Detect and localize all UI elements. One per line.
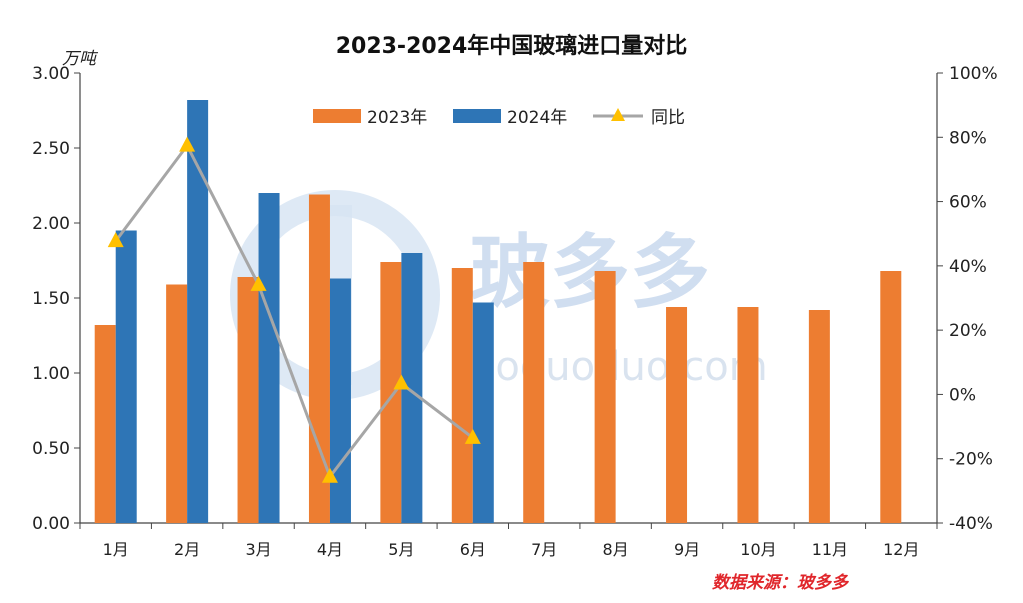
bar-2023年-5月	[380, 262, 402, 523]
bar-2023年-10月	[737, 307, 759, 523]
yoy-marker	[250, 275, 267, 291]
x-tick-label: 1月	[103, 540, 129, 559]
x-tick-label: 8月	[603, 540, 629, 559]
legend-swatch-2023年	[313, 109, 361, 123]
y2-tick-label: 20%	[949, 321, 987, 341]
y2-tick-label: 60%	[949, 193, 987, 213]
yoy-marker	[321, 467, 338, 483]
bar-2023年-4月	[308, 194, 330, 523]
bar-2024年-3月	[258, 193, 280, 523]
y-tick-label: 0.50	[32, 439, 70, 459]
watermark-url: boduoduo.com	[470, 344, 768, 390]
x-tick-label: 5月	[388, 540, 414, 559]
y-tick-label: 1.00	[32, 364, 70, 384]
x-tick-label: 9月	[674, 540, 700, 559]
bar-2024年-6月	[472, 302, 494, 523]
legend: 2023年 2024年 同比	[313, 108, 685, 128]
x-tick-label: 11月	[812, 540, 848, 559]
bar-2024年-4月	[329, 278, 351, 523]
bar-2024年-1月	[115, 230, 137, 523]
bar-2023年-7月	[523, 262, 545, 523]
x-tick-label: 12月	[883, 540, 919, 559]
legend-marker-swatch	[611, 108, 625, 121]
y2-tick-label: 80%	[949, 128, 987, 148]
watermark: 玻多多 boduoduo.com	[230, 190, 768, 400]
yoy-marker	[179, 136, 196, 152]
bar-2023年-6月	[451, 268, 473, 523]
yoy-marker	[464, 428, 481, 444]
y2-tick-label: 100%	[949, 64, 998, 84]
yoy-marker	[393, 374, 410, 390]
y-tick-label: 1.50	[32, 289, 70, 309]
bar-2024年-5月	[401, 253, 423, 523]
yoy-marker	[107, 232, 124, 248]
y2-tick-label: 0%	[949, 385, 976, 405]
x-tick-label: 2月	[174, 540, 200, 559]
legend-label: 2024年	[507, 108, 567, 128]
y2-tick-label: -40%	[949, 514, 993, 534]
y2-tick-label: 40%	[949, 257, 987, 277]
y-axis-unit-label: 万吨	[62, 49, 96, 69]
chart-title: 2023-2024年中国玻璃进口量对比	[335, 34, 688, 59]
legend-label: 2023年	[367, 108, 427, 128]
x-tick-label: 6月	[460, 540, 486, 559]
x-tick-label: 4月	[317, 540, 343, 559]
y2-tick-label: -20%	[949, 450, 993, 470]
bar-2023年-11月	[808, 310, 830, 523]
y-tick-label: 2.50	[32, 139, 70, 159]
legend-swatch-2024年	[453, 109, 501, 123]
watermark-logo-text: 玻多多	[470, 226, 710, 319]
legend-label: 同比	[651, 108, 685, 128]
y-tick-label: 0.00	[32, 514, 70, 534]
yoy-line-series	[107, 136, 481, 483]
bar-series	[94, 100, 902, 523]
bar-2023年-8月	[594, 271, 616, 523]
data-source-note: 数据来源：玻多多	[712, 573, 848, 593]
bar-2024年-2月	[187, 100, 209, 523]
bar-2023年-3月	[237, 277, 259, 523]
bar-2023年-1月	[94, 325, 116, 523]
x-tick-label: 7月	[531, 540, 557, 559]
y-tick-label: 3.00	[32, 64, 70, 84]
yoy-line	[114, 142, 474, 480]
x-tick-label: 3月	[245, 540, 271, 559]
x-tick-label: 10月	[740, 540, 776, 559]
bar-2023年-9月	[666, 307, 688, 523]
bar-2023年-2月	[166, 284, 188, 523]
bar-2023年-12月	[880, 271, 902, 523]
axes: 0.00 0.50 1.00 1.50 2.00 2.50 3.00 -40% -20% 0% 20…	[32, 64, 997, 559]
y-tick-label: 2.00	[32, 214, 70, 234]
